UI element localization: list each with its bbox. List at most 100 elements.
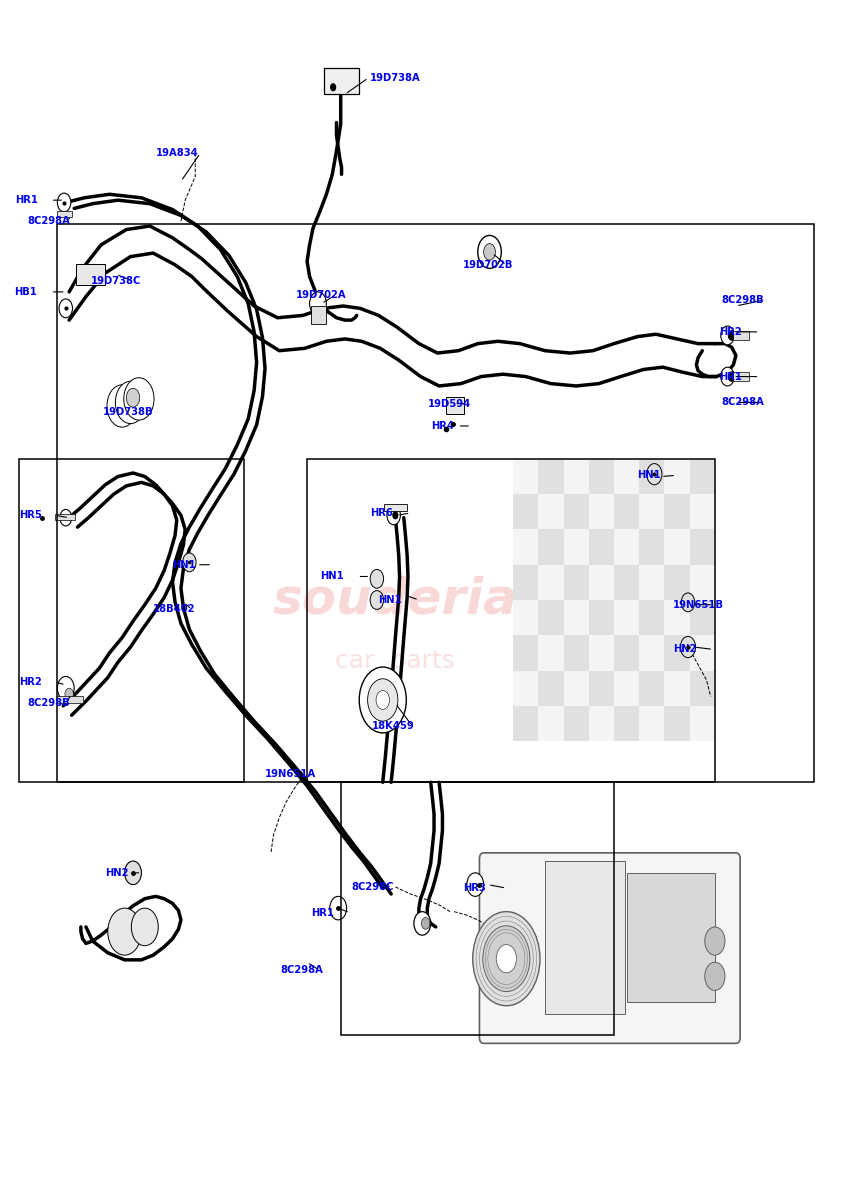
Text: 18B402: 18B402	[154, 605, 196, 614]
Bar	[639, 458, 664, 494]
Circle shape	[473, 912, 540, 1006]
Circle shape	[681, 593, 695, 612]
Bar	[538, 494, 564, 529]
Text: 8C298B: 8C298B	[27, 698, 69, 708]
Bar	[589, 671, 614, 706]
Bar	[690, 635, 715, 671]
Bar	[564, 635, 589, 671]
Bar	[307, 458, 715, 782]
Bar	[639, 671, 664, 706]
Bar	[589, 565, 614, 600]
Bar	[589, 600, 614, 635]
Text: 19N651B: 19N651B	[673, 600, 724, 610]
Text: souderia: souderia	[273, 576, 518, 624]
Circle shape	[124, 378, 154, 420]
Bar	[513, 671, 538, 706]
Bar	[19, 458, 244, 782]
Circle shape	[124, 862, 142, 884]
Text: 19D738B: 19D738B	[103, 407, 154, 416]
Text: HR2: HR2	[719, 326, 742, 337]
Bar	[564, 529, 589, 565]
Bar	[513, 458, 538, 494]
Circle shape	[183, 553, 196, 571]
Bar	[76, 264, 106, 284]
Text: 8C298B: 8C298B	[722, 295, 764, 305]
Text: HR1: HR1	[719, 372, 742, 382]
Bar	[538, 706, 564, 742]
Bar	[311, 306, 326, 324]
Bar	[564, 706, 589, 742]
Circle shape	[721, 367, 734, 386]
Text: 19D738A: 19D738A	[370, 73, 421, 83]
Circle shape	[704, 926, 725, 955]
Bar	[690, 529, 715, 565]
Text: 8C298A: 8C298A	[722, 397, 764, 408]
Bar	[639, 600, 664, 635]
Bar	[589, 635, 614, 671]
Text: 8C298A: 8C298A	[27, 216, 70, 227]
Bar	[57, 211, 72, 217]
Bar	[639, 565, 664, 600]
Text: 19D702B: 19D702B	[462, 260, 513, 270]
Bar	[614, 600, 639, 635]
Bar	[538, 671, 564, 706]
Bar	[734, 331, 748, 340]
Bar	[564, 494, 589, 529]
Circle shape	[467, 872, 484, 896]
Bar	[538, 529, 564, 565]
Text: HR2: HR2	[19, 677, 41, 688]
Bar	[513, 529, 538, 565]
Bar	[564, 565, 589, 600]
Text: 18K459: 18K459	[372, 721, 414, 731]
Text: HN1: HN1	[320, 571, 343, 582]
Bar	[589, 529, 614, 565]
Text: 19N651A: 19N651A	[265, 769, 317, 779]
Bar	[639, 494, 664, 529]
Circle shape	[421, 918, 430, 929]
Circle shape	[360, 667, 407, 733]
Bar	[664, 635, 690, 671]
Bar	[614, 458, 639, 494]
FancyBboxPatch shape	[480, 853, 740, 1043]
Bar	[664, 600, 690, 635]
Circle shape	[647, 463, 662, 485]
Text: HR1: HR1	[15, 196, 39, 205]
Bar	[538, 600, 564, 635]
Circle shape	[310, 292, 326, 316]
Text: HN2: HN2	[673, 644, 697, 654]
Circle shape	[728, 372, 735, 382]
Bar	[323, 68, 360, 95]
Text: HR1: HR1	[311, 908, 335, 918]
Text: 8C298C: 8C298C	[352, 882, 394, 892]
Bar	[614, 706, 639, 742]
Text: car  parts: car parts	[335, 649, 456, 673]
Circle shape	[65, 689, 73, 700]
Circle shape	[329, 896, 347, 920]
Text: HN1: HN1	[172, 559, 196, 570]
Text: HN1: HN1	[637, 470, 662, 480]
Circle shape	[484, 244, 495, 260]
Bar	[564, 600, 589, 635]
Circle shape	[496, 944, 517, 973]
Bar	[513, 706, 538, 742]
Text: 8C298A: 8C298A	[281, 966, 323, 976]
Circle shape	[728, 331, 735, 340]
Circle shape	[704, 962, 725, 990]
Bar	[690, 565, 715, 600]
Bar	[639, 635, 664, 671]
Bar	[538, 635, 564, 671]
Text: HR6: HR6	[370, 508, 393, 518]
Bar	[589, 458, 614, 494]
Text: 19A834: 19A834	[155, 148, 198, 158]
Text: HR4: HR4	[431, 421, 454, 431]
Circle shape	[680, 636, 696, 658]
Text: 19D702A: 19D702A	[296, 290, 347, 300]
Bar	[639, 529, 664, 565]
Bar	[538, 458, 564, 494]
Circle shape	[370, 570, 384, 588]
Bar	[690, 706, 715, 742]
Circle shape	[57, 677, 74, 700]
Circle shape	[414, 912, 431, 935]
Bar	[664, 706, 690, 742]
Bar	[614, 671, 639, 706]
